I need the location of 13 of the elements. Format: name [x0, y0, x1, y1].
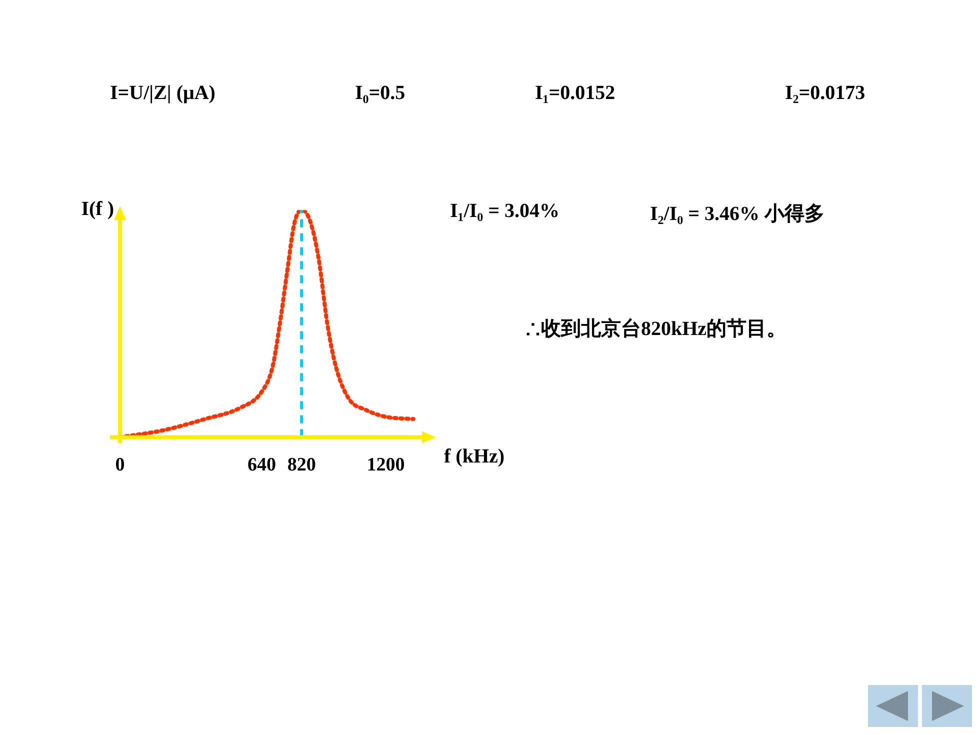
x-tick-label: 1200	[366, 454, 405, 476]
y-axis-title: I(f )	[81, 198, 114, 220]
x-tick-label: 0	[115, 454, 125, 476]
x-axis-title: f (kHz)	[444, 445, 505, 468]
text: I₂=0.0173	[785, 82, 866, 105]
text: ∴收到北京台820kHz的节目。	[525, 316, 787, 342]
text: I₁/I₀ = 3.04%	[450, 200, 560, 223]
text: I₀=0.5	[355, 82, 406, 105]
x-tick-label: 640	[247, 454, 276, 476]
text: I₂/I₀ = 3.46% 小得多	[650, 202, 825, 227]
x-tick-label: 820	[287, 454, 316, 476]
text: I=U/|Z| (μA)	[110, 82, 216, 105]
text: I₁=0.0152	[535, 82, 616, 105]
